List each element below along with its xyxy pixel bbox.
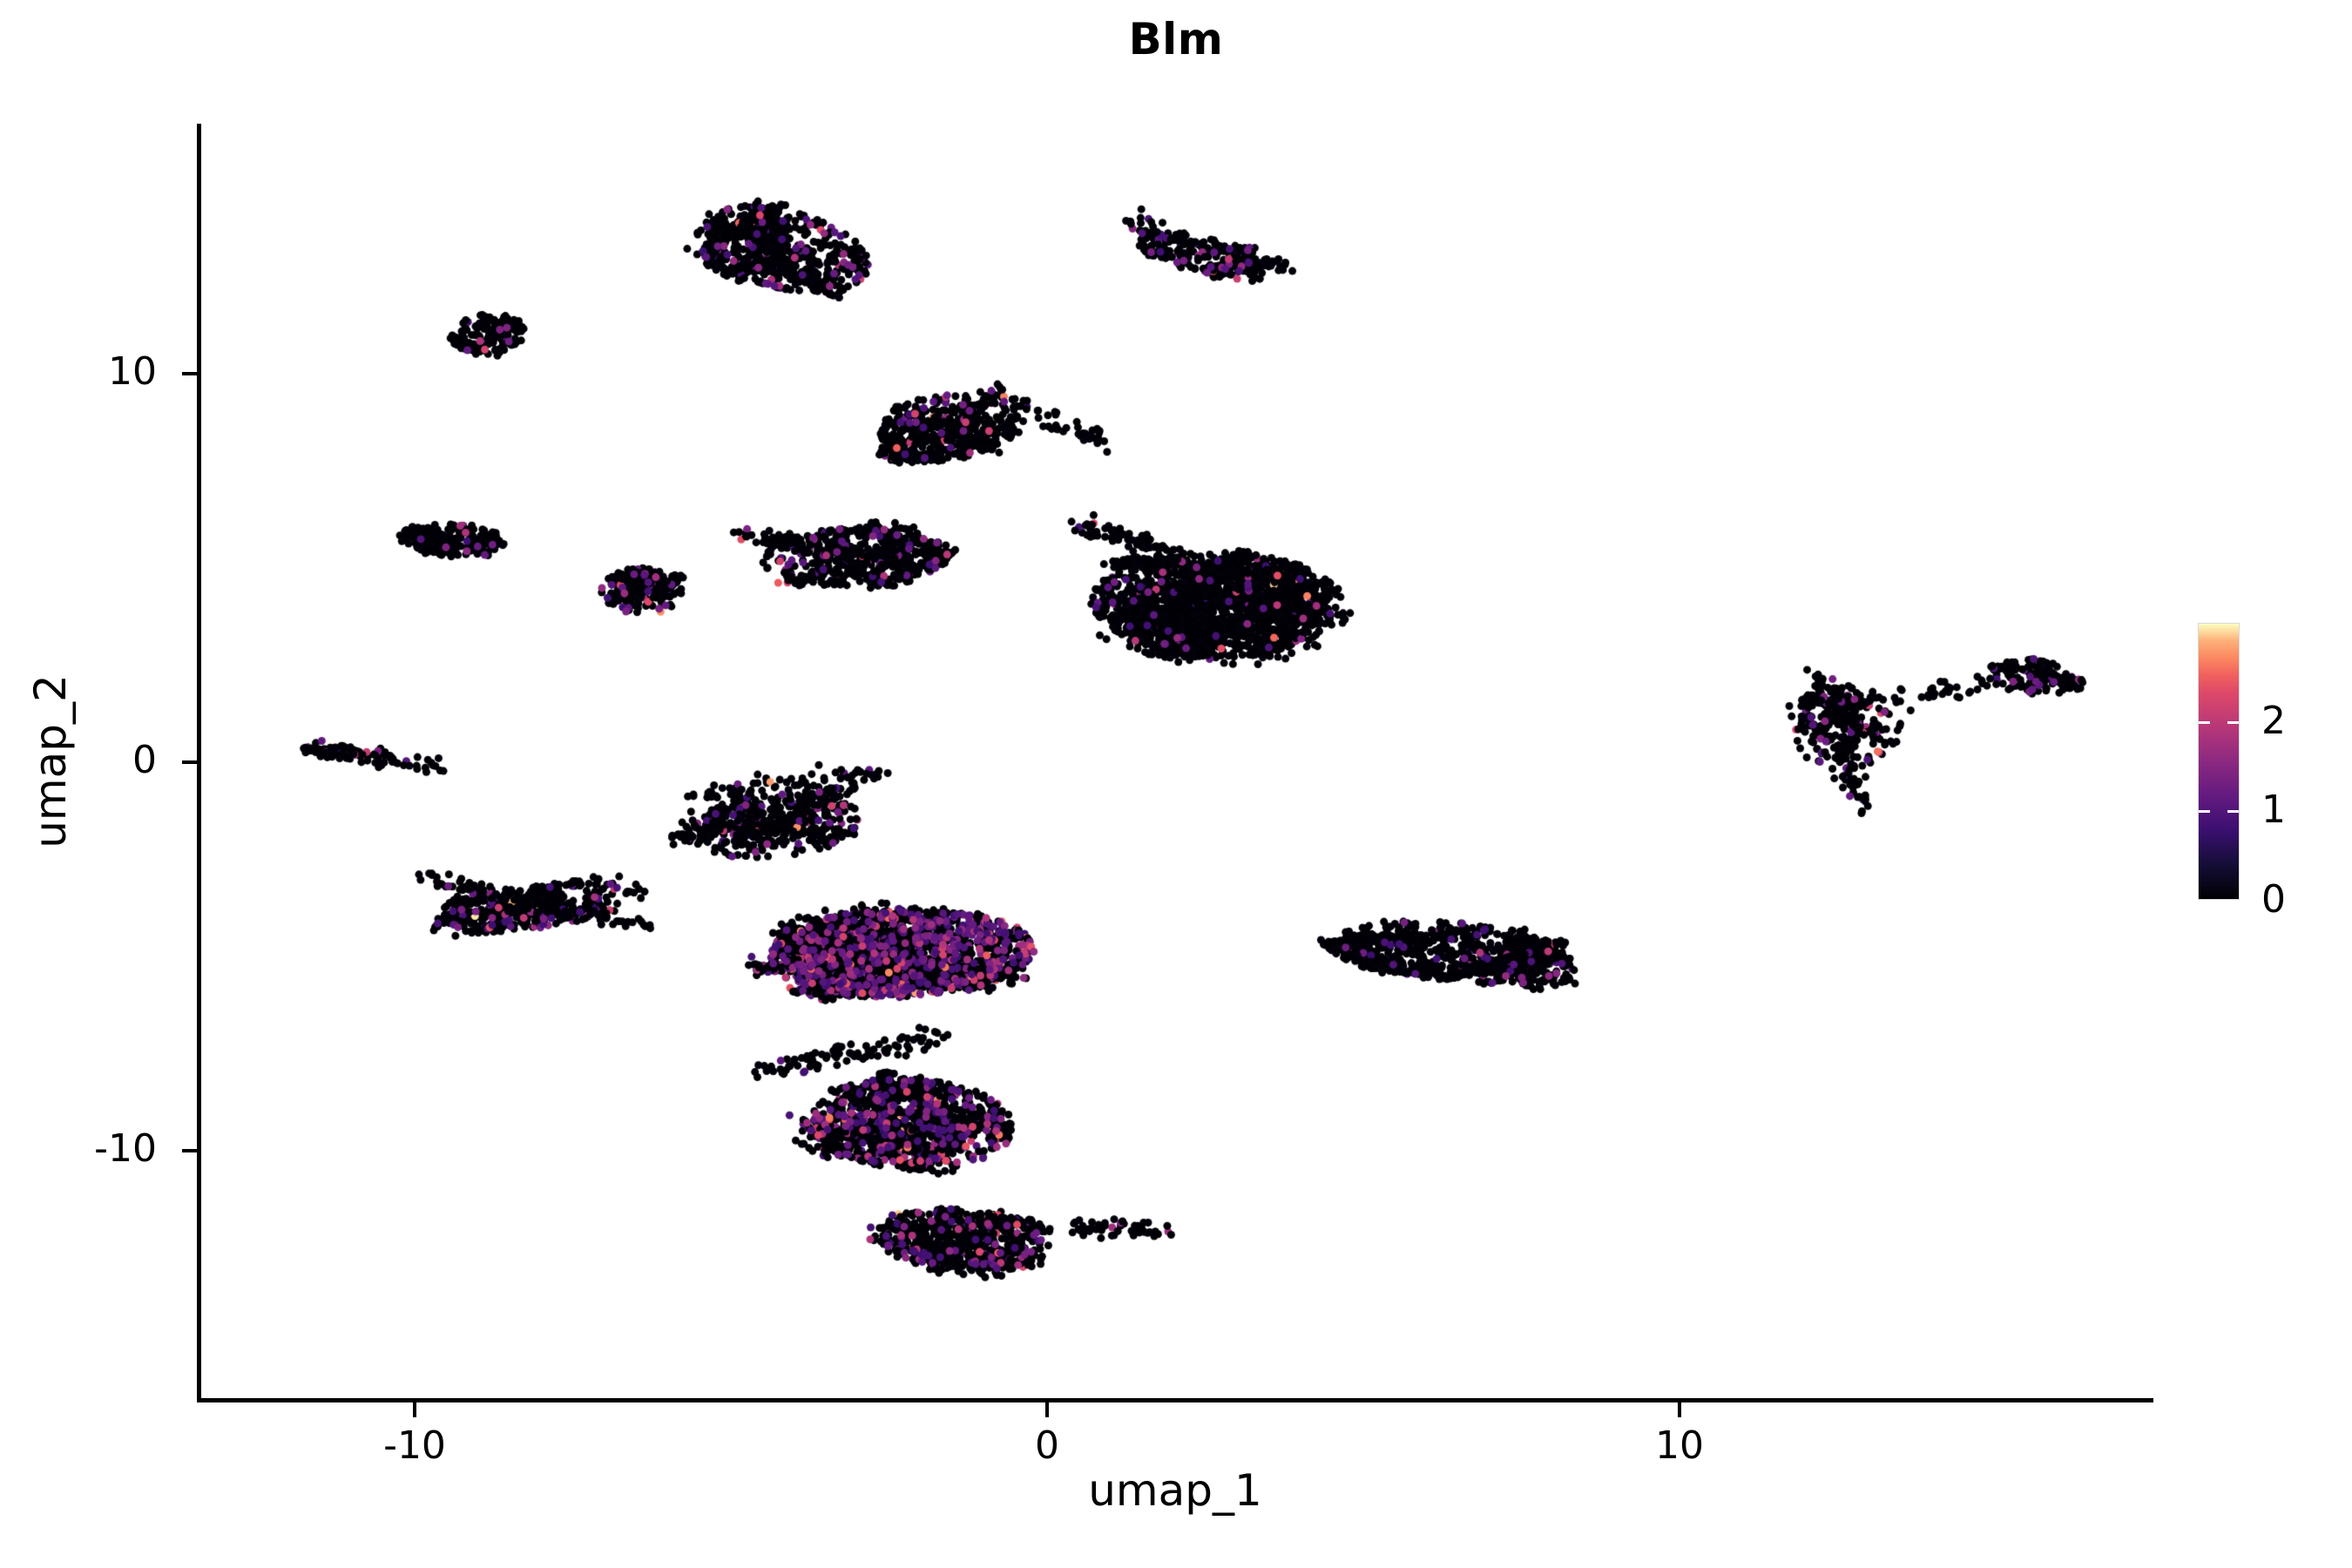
colorbar-tick-label: 0 bbox=[2261, 877, 2286, 922]
x-axis-spine bbox=[197, 1398, 2153, 1402]
colorbar-tick-label: 2 bbox=[2261, 698, 2286, 743]
x-tick-mark bbox=[1045, 1402, 1049, 1417]
y-axis-label: umap_2 bbox=[25, 674, 76, 848]
scatter-plot-points bbox=[200, 124, 2150, 1398]
y-tick-mark bbox=[182, 372, 198, 375]
chart-title: Blm bbox=[1128, 14, 1224, 64]
colorbar-tick-mark bbox=[2199, 720, 2210, 724]
y-tick-label: -10 bbox=[94, 1126, 157, 1171]
colorbar-tick-mark bbox=[2227, 810, 2239, 814]
y-axis-spine bbox=[197, 124, 201, 1398]
colorbar-tick-label: 1 bbox=[2261, 787, 2286, 833]
colorbar-tick-mark bbox=[2199, 900, 2210, 902]
y-tick-label: 10 bbox=[108, 349, 157, 394]
x-tick-label: 10 bbox=[1655, 1423, 1704, 1468]
colorbar-tick-mark bbox=[2199, 810, 2210, 814]
x-tick-label: -10 bbox=[383, 1423, 446, 1468]
plot-axes: -10 0 10 10 0 -10 bbox=[94, 124, 2153, 1468]
y-tick-mark bbox=[182, 1149, 198, 1152]
y-tick-label: 0 bbox=[132, 738, 157, 782]
colorbar-tick-mark bbox=[2227, 720, 2239, 724]
x-tick-label: 0 bbox=[1035, 1423, 1059, 1468]
x-tick-mark bbox=[413, 1402, 416, 1417]
colorbar-gradient bbox=[2199, 624, 2239, 899]
colorbar-tick-mark bbox=[2227, 900, 2239, 902]
colorbar bbox=[2198, 623, 2240, 902]
y-tick-mark bbox=[182, 760, 198, 764]
x-tick-mark bbox=[1678, 1402, 1681, 1417]
x-axis-label: umap_1 bbox=[1088, 1465, 1262, 1516]
